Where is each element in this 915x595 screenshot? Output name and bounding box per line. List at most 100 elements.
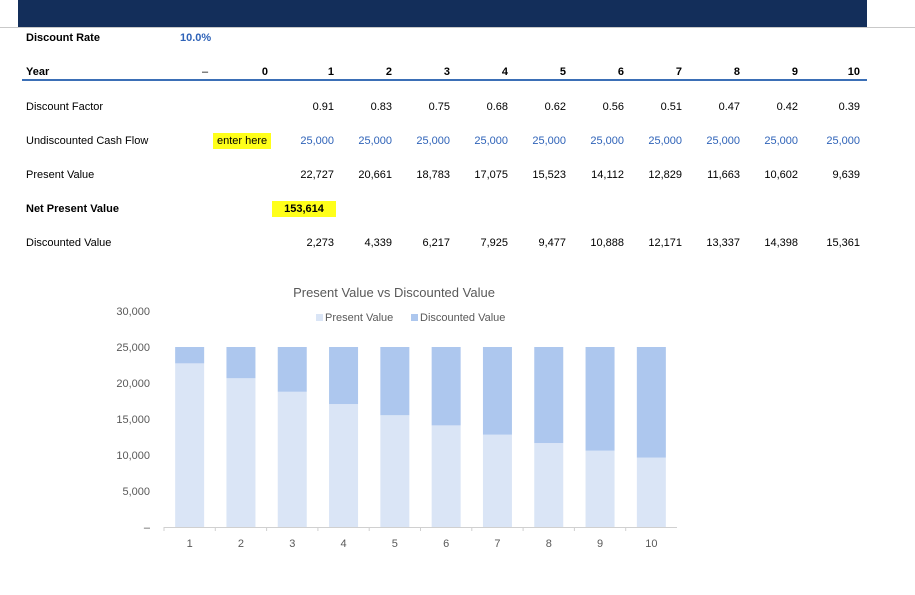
x-tick-label-1: 1 xyxy=(187,538,193,550)
discount-factor-cell-5: 0.62 xyxy=(544,101,566,113)
present-value-cell-6: 14,112 xyxy=(591,169,624,181)
present-value-cell-1: 22,727 xyxy=(300,169,334,181)
year-cell-10: 10 xyxy=(847,66,860,78)
present-value-cell-4: 17,075 xyxy=(474,169,508,181)
bar-discounted-value-6 xyxy=(431,347,461,426)
discounted-value-cell-7: 12,171 xyxy=(648,237,682,249)
present-value-cell-8: 11,663 xyxy=(707,169,740,181)
x-tick-label-10: 10 xyxy=(645,538,657,550)
cash-flow-cell-1[interactable]: 25,000 xyxy=(300,135,334,147)
cash-flow-cell-8[interactable]: 25,000 xyxy=(706,135,740,147)
bar-discounted-value-10 xyxy=(636,347,666,458)
year-cell-5: 5 xyxy=(559,66,566,78)
discounted-value-cell-2: 4,339 xyxy=(364,237,392,249)
discounted-value-label: Discounted Value xyxy=(26,237,112,249)
legend-swatch-0 xyxy=(316,314,323,321)
cash-flow-cell-4[interactable]: 25,000 xyxy=(474,135,508,147)
discount-factor-cell-8: 0.47 xyxy=(718,101,740,113)
cash-flow-cell-6[interactable]: 25,000 xyxy=(590,135,624,147)
bar-discounted-value-3 xyxy=(277,347,307,392)
year-cell-8: 8 xyxy=(733,66,740,78)
bar-discounted-value-8 xyxy=(534,347,564,444)
y-tick-label-3: 15,000 xyxy=(116,414,150,426)
year-cell-4: 4 xyxy=(501,66,508,78)
year-cell-2: 2 xyxy=(385,66,392,78)
present-value-cell-10: 9,639 xyxy=(832,169,860,181)
discounted-value-cell-10: 15,361 xyxy=(826,237,860,249)
legend-swatch-1 xyxy=(411,314,418,321)
present-value-label: Present Value xyxy=(26,169,95,181)
bar-present-value-1 xyxy=(175,363,205,527)
legend-label-1: Discounted Value xyxy=(420,312,505,324)
discount-factor-cell-1: 0.91 xyxy=(312,101,334,113)
npv-label: Net Present Value xyxy=(26,203,119,215)
present-value-cell-3: 18,783 xyxy=(416,169,450,181)
present-value-cell-7: 12,829 xyxy=(648,169,682,181)
discounted-value-cell-3: 6,217 xyxy=(422,237,450,249)
cash-flow-input-cell[interactable]: enter here xyxy=(213,133,272,149)
discount-factor-cell-7: 0.51 xyxy=(660,101,682,113)
year-cell-6: 6 xyxy=(617,66,624,78)
y-tick-label-1: 5,000 xyxy=(122,486,150,498)
bar-present-value-10 xyxy=(636,457,666,527)
discounted-value-cell-8: 13,337 xyxy=(706,237,740,249)
bar-present-value-3 xyxy=(277,391,307,527)
cash-flow-cell-3[interactable]: 25,000 xyxy=(416,135,450,147)
cash-flow-cell-10[interactable]: 25,000 xyxy=(826,135,860,147)
y-tick-label-6: 30,000 xyxy=(116,306,150,318)
year-cell-1: 1 xyxy=(327,66,334,78)
bar-present-value-6 xyxy=(431,425,461,527)
legend-label-0: Present Value xyxy=(325,312,393,324)
year-cell-7: 7 xyxy=(675,66,682,78)
bar-discounted-value-1 xyxy=(175,347,205,364)
year-cell-0: 0 xyxy=(261,66,268,78)
x-tick-label-6: 6 xyxy=(443,538,449,550)
year-dash: – xyxy=(202,66,209,78)
discount-factor-label: Discount Factor xyxy=(26,101,104,113)
cash-flow-cell-9[interactable]: 25,000 xyxy=(764,135,798,147)
y-tick-label-0: – xyxy=(144,522,151,534)
bar-discounted-value-4 xyxy=(329,347,359,405)
x-tick-label-8: 8 xyxy=(546,538,552,550)
x-tick-label-4: 4 xyxy=(340,538,346,550)
year-cell-3: 3 xyxy=(443,66,450,78)
chart-title: Present Value vs Discounted Value xyxy=(293,285,495,300)
discount-factor-cell-10: 0.39 xyxy=(838,101,860,113)
discount-rate-label: Discount Rate xyxy=(26,32,100,44)
discount-rate-input[interactable]: 10.0% xyxy=(180,32,212,44)
x-tick-label-3: 3 xyxy=(289,538,295,550)
bar-discounted-value-7 xyxy=(482,347,512,435)
discounted-value-cell-1: 2,273 xyxy=(306,237,334,249)
discounted-value-cell-9: 14,398 xyxy=(764,237,798,249)
bar-present-value-2 xyxy=(226,378,256,527)
discount-factor-cell-4: 0.68 xyxy=(486,101,508,113)
discount-factor-cell-3: 0.75 xyxy=(428,101,450,113)
y-tick-label-2: 10,000 xyxy=(116,450,150,462)
bar-discounted-value-5 xyxy=(380,347,410,416)
bar-present-value-8 xyxy=(534,443,564,527)
y-tick-label-4: 20,000 xyxy=(116,378,150,390)
y-tick-label-5: 25,000 xyxy=(116,342,150,354)
x-tick-label-5: 5 xyxy=(392,538,398,550)
year-underline xyxy=(22,79,867,81)
discount-factor-cell-6: 0.56 xyxy=(602,101,624,113)
cash-flow-label: Undiscounted Cash Flow xyxy=(26,135,149,147)
bar-discounted-value-9 xyxy=(585,347,615,451)
year-cell-9: 9 xyxy=(791,66,798,78)
discounted-value-cell-6: 10,888 xyxy=(590,237,624,249)
present-value-cell-9: 10,602 xyxy=(764,169,798,181)
present-value-cell-5: 15,523 xyxy=(532,169,566,181)
discounted-value-cell-4: 7,925 xyxy=(480,237,508,249)
cash-flow-cell-7[interactable]: 25,000 xyxy=(648,135,682,147)
discount-factor-cell-9: 0.42 xyxy=(776,101,798,113)
discounted-value-cell-5: 9,477 xyxy=(538,237,566,249)
year-label: Year xyxy=(26,66,50,78)
discount-factor-cell-2: 0.83 xyxy=(370,101,392,113)
bar-present-value-4 xyxy=(329,404,359,527)
x-tick-label-7: 7 xyxy=(494,538,500,550)
cash-flow-cell-5[interactable]: 25,000 xyxy=(532,135,566,147)
npv-value[interactable]: 153,614 xyxy=(272,201,336,217)
cash-flow-cell-2[interactable]: 25,000 xyxy=(358,135,392,147)
x-tick-label-9: 9 xyxy=(597,538,603,550)
